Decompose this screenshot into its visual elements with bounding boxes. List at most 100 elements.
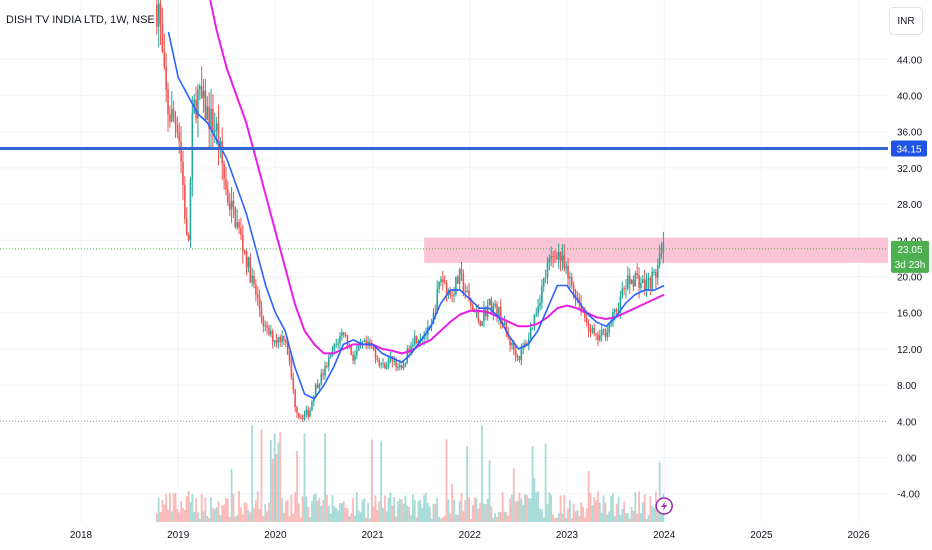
candle[interactable] [253, 275, 255, 285]
candle[interactable] [337, 343, 339, 345]
candle[interactable] [628, 275, 631, 285]
candle[interactable] [557, 252, 560, 259]
candle[interactable] [199, 85, 201, 90]
candle[interactable] [608, 322, 610, 333]
candle[interactable] [520, 349, 523, 361]
candle[interactable] [632, 279, 635, 287]
candle[interactable] [225, 178, 227, 190]
candle[interactable] [550, 256, 553, 259]
candle[interactable] [307, 409, 310, 417]
candle[interactable] [563, 255, 566, 269]
candle[interactable] [298, 412, 300, 418]
candle[interactable] [242, 234, 244, 252]
candle[interactable] [656, 265, 659, 278]
candle[interactable] [574, 291, 577, 299]
candle[interactable] [570, 276, 573, 286]
candle[interactable] [161, 24, 164, 52]
candle[interactable] [533, 314, 536, 328]
candle[interactable] [556, 257, 558, 259]
candle[interactable] [442, 279, 444, 282]
candle[interactable] [438, 281, 440, 290]
candle[interactable] [548, 258, 551, 263]
candle[interactable] [410, 346, 412, 353]
candle[interactable] [200, 85, 203, 99]
candle[interactable] [370, 346, 373, 348]
candle[interactable] [221, 140, 224, 164]
candle[interactable] [324, 365, 326, 376]
candle[interactable] [569, 276, 571, 279]
candle[interactable] [333, 344, 336, 351]
candle[interactable] [516, 356, 519, 358]
candle[interactable] [341, 332, 343, 336]
candle[interactable] [613, 309, 616, 313]
candle[interactable] [258, 297, 261, 309]
candle[interactable] [384, 363, 386, 369]
candle[interactable] [651, 271, 653, 289]
candle[interactable] [290, 361, 293, 378]
candle[interactable] [167, 89, 169, 115]
candle[interactable] [436, 289, 439, 314]
candle[interactable] [602, 329, 605, 330]
candle[interactable] [236, 222, 238, 228]
candle[interactable] [468, 290, 470, 298]
candle[interactable] [591, 328, 594, 333]
candle[interactable] [361, 342, 364, 344]
candle[interactable] [256, 294, 259, 298]
candle[interactable] [453, 294, 455, 296]
candle[interactable] [492, 305, 495, 313]
candle[interactable] [363, 340, 366, 343]
candle[interactable] [191, 113, 194, 180]
candle[interactable] [243, 251, 246, 253]
candle[interactable] [585, 317, 588, 324]
candle[interactable] [262, 317, 265, 326]
candle[interactable] [184, 184, 186, 219]
candle[interactable] [169, 114, 171, 122]
candle[interactable] [464, 291, 467, 293]
candle[interactable] [182, 161, 184, 185]
candle[interactable] [311, 401, 313, 411]
candle[interactable] [627, 275, 629, 289]
candle[interactable] [316, 384, 319, 388]
candle[interactable] [470, 297, 472, 306]
candle[interactable] [260, 308, 263, 318]
candle[interactable] [486, 305, 489, 317]
candle[interactable] [535, 313, 538, 315]
candle[interactable] [455, 276, 457, 295]
candle[interactable] [597, 334, 599, 341]
candle[interactable] [462, 273, 465, 292]
candle[interactable] [230, 200, 233, 210]
candle[interactable] [365, 340, 367, 345]
candle[interactable] [529, 328, 532, 339]
candle[interactable] [643, 279, 646, 290]
candle[interactable] [268, 327, 270, 335]
candle[interactable] [552, 256, 554, 257]
candle[interactable] [599, 335, 601, 341]
candle[interactable] [327, 357, 330, 367]
candle[interactable] [189, 179, 192, 241]
candle[interactable] [212, 108, 214, 132]
candle[interactable] [621, 288, 624, 297]
candle[interactable] [238, 222, 240, 228]
candle[interactable] [357, 345, 360, 351]
candle[interactable] [299, 417, 302, 418]
candle[interactable] [634, 273, 637, 287]
candle[interactable] [582, 312, 584, 313]
candle[interactable] [301, 417, 304, 419]
candle[interactable] [479, 321, 481, 326]
candle[interactable] [400, 365, 403, 369]
candle[interactable] [580, 303, 582, 313]
candle[interactable] [445, 282, 448, 295]
candle[interactable] [593, 328, 596, 334]
candle[interactable] [331, 350, 334, 353]
candle[interactable] [174, 118, 177, 125]
candle[interactable] [245, 252, 248, 268]
candle[interactable] [219, 140, 222, 147]
candle[interactable] [279, 337, 281, 342]
candle[interactable] [283, 335, 285, 341]
candle[interactable] [404, 363, 407, 366]
candle[interactable] [531, 327, 534, 329]
candle[interactable] [658, 253, 661, 266]
candle[interactable] [496, 303, 498, 317]
candle[interactable] [204, 90, 207, 120]
